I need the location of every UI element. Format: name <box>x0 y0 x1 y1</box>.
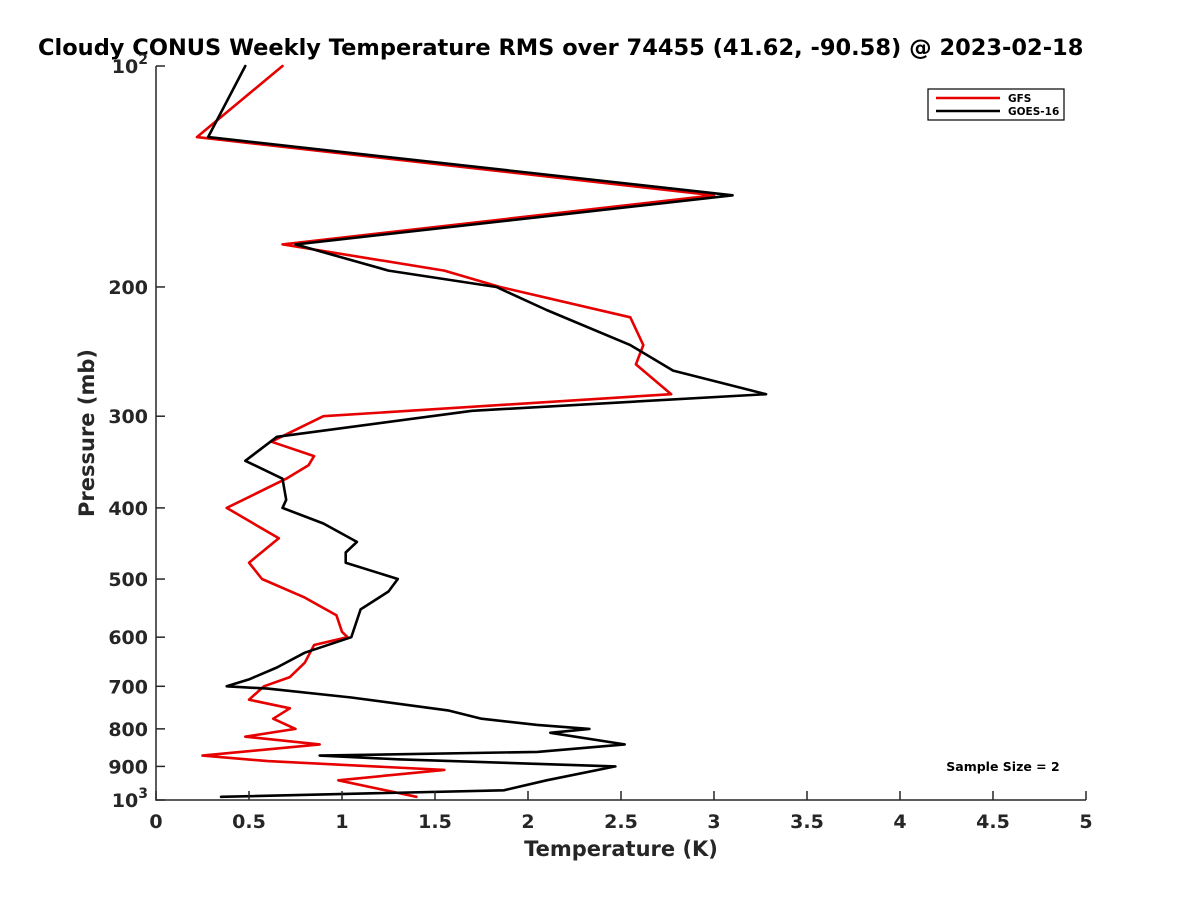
sample-size-annotation: Sample Size = 2 <box>946 759 1059 774</box>
x-axis-label: Temperature (K) <box>524 837 718 861</box>
x-tick-label: 5 <box>1079 811 1092 833</box>
x-tick-label: 1 <box>335 811 348 833</box>
y-tick-label: 400 <box>108 498 148 520</box>
x-tick-label: 2 <box>521 811 534 833</box>
series-layer <box>195 64 768 799</box>
series-line-gfs <box>195 64 716 799</box>
y-axis-label: Pressure (mb) <box>75 349 99 517</box>
legend-box <box>927 88 1065 121</box>
y-tick-base: 10 <box>112 56 138 78</box>
plot-area: 0 0.5 1 1.5 2 2.5 3 3.5 4 4.5 5 102200300400500600… <box>108 52 1092 833</box>
x-tick-label: 4.5 <box>976 811 1010 833</box>
y-tick-label: 103 <box>112 786 148 812</box>
y-tick-label: 900 <box>108 756 148 778</box>
y-tick-exponent: 2 <box>138 52 148 68</box>
y-tick-label: 102 <box>112 52 148 78</box>
y-tick-label: 700 <box>108 676 148 698</box>
x-axis-ticks: 0 0.5 1 1.5 2 2.5 3 3.5 4 4.5 5 <box>149 791 1093 833</box>
y-tick-label: 600 <box>108 627 148 649</box>
x-tick-label: 0 <box>149 811 162 833</box>
x-tick-label: 0.5 <box>232 811 266 833</box>
chart-title: Cloudy CONUS Weekly Temperature RMS over… <box>38 35 1083 61</box>
x-tick-label: 2.5 <box>604 811 638 833</box>
y-tick-base: 10 <box>112 790 138 812</box>
y-tick-exponent: 3 <box>138 786 148 802</box>
x-tick-label: 1.5 <box>418 811 452 833</box>
y-tick-label: 300 <box>108 406 148 428</box>
legend-label-goes-16: GOES-16 <box>1008 106 1059 118</box>
x-tick-label: 3 <box>707 811 720 833</box>
legend-label-gfs: GFS <box>1008 93 1031 105</box>
y-tick-label: 500 <box>108 569 148 591</box>
y-tick-label: 800 <box>108 719 148 741</box>
x-tick-label: 4 <box>893 811 906 833</box>
x-tick-label: 3.5 <box>790 811 824 833</box>
y-tick-label: 200 <box>108 277 148 299</box>
series-line-goes-16 <box>206 64 768 799</box>
